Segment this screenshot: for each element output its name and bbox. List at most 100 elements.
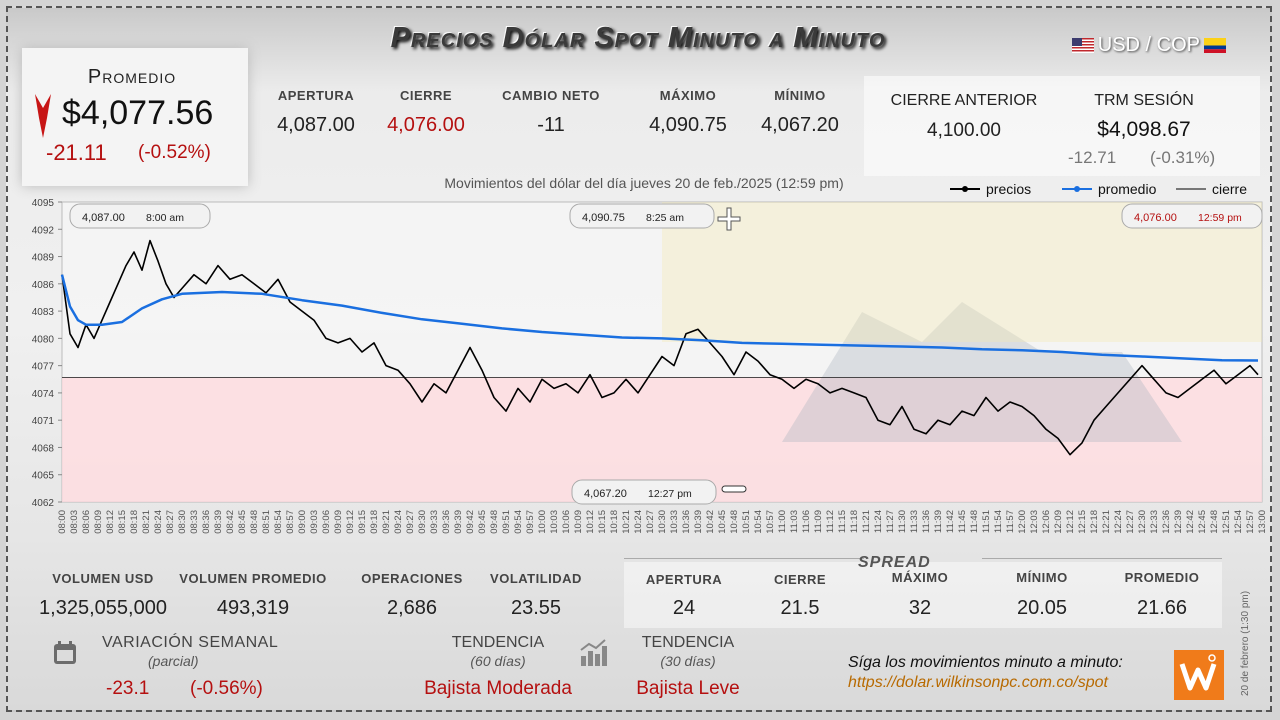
x-tick-label: 11:57 bbox=[1005, 510, 1016, 533]
variacion-label: VARIACIÓN SEMANAL bbox=[102, 634, 279, 651]
trm-change: -12.71 bbox=[1068, 148, 1117, 167]
x-tick-label: 09:24 bbox=[393, 510, 404, 534]
x-tick-label: 08:33 bbox=[189, 510, 200, 534]
x-tick-label: 11:45 bbox=[957, 510, 968, 533]
footer-text: Síga los movimientos minuto a minuto: bbox=[848, 654, 1123, 671]
stat-label: CAMBIO NETO bbox=[502, 88, 600, 103]
annotation-time: 8:00 am bbox=[146, 212, 184, 224]
x-tick-label: 09:03 bbox=[309, 510, 320, 534]
bottom-stat-label: VOLUMEN USD bbox=[52, 571, 154, 586]
calendar-icon bbox=[54, 641, 76, 664]
page-title: Precios Dólar Spot Minuto a Minuto bbox=[390, 22, 886, 54]
annotation-value: 4,090.75 bbox=[582, 212, 625, 224]
y-tick-label: 4077 bbox=[32, 362, 55, 373]
spread-value: 21.5 bbox=[780, 597, 820, 619]
y-tick-label: 4065 bbox=[32, 471, 55, 482]
x-tick-label: 09:39 bbox=[453, 510, 464, 534]
x-tick-label: 10:18 bbox=[609, 510, 620, 534]
stat-label: CIERRE bbox=[399, 88, 453, 103]
spread-panel bbox=[624, 562, 1222, 628]
x-tick-label: 09:57 bbox=[525, 510, 536, 534]
x-tick-label: 12:36 bbox=[1161, 510, 1172, 534]
spread-value: 32 bbox=[908, 597, 932, 619]
x-tick-label: 09:48 bbox=[489, 510, 500, 534]
stat-value: 4,067.20 bbox=[761, 114, 839, 136]
x-tick-label: 11:30 bbox=[897, 510, 908, 533]
x-tick-label: 10:45 bbox=[717, 510, 728, 534]
legend-label: cierre bbox=[1212, 181, 1247, 197]
series-promedio-line bbox=[60, 274, 1259, 362]
y-tick-label: 4071 bbox=[32, 416, 55, 427]
x-tick-label: 11:39 bbox=[933, 510, 944, 533]
x-tick-label: 12:06 bbox=[1041, 510, 1052, 534]
series-precios-line bbox=[61, 239, 1259, 456]
x-tick-label: 11:33 bbox=[909, 510, 920, 533]
x-tick-label: 10:39 bbox=[693, 510, 704, 534]
trm-value: $4,098.67 bbox=[1097, 118, 1191, 141]
promedio-box: Promedio $4,077.56 -21.11 (-0.52%) bbox=[22, 48, 248, 186]
x-tick-label: 09:27 bbox=[405, 510, 416, 534]
x-tick-label: 12:18 bbox=[1089, 510, 1100, 534]
x-tick-label: 09:00 bbox=[297, 510, 308, 534]
x-tick-label: 10:57 bbox=[765, 510, 776, 534]
x-tick-label: 10:09 bbox=[573, 510, 584, 534]
crosshair-shape bbox=[717, 207, 741, 231]
x-tick-label: 11:03 bbox=[789, 510, 800, 533]
bottom-stat-label: VOLATILIDAD bbox=[490, 571, 582, 586]
x-tick-label: 11:51 bbox=[981, 510, 992, 533]
bottom-stat-value: 2,686 bbox=[386, 597, 438, 619]
x-tick-label: 11:21 bbox=[861, 510, 872, 533]
crosshair-icon bbox=[717, 207, 741, 231]
x-tick-label: 11:12 bbox=[825, 510, 836, 533]
spread-label: MÁXIMO bbox=[891, 570, 949, 585]
stat-label: MÍNIMO bbox=[774, 88, 826, 103]
x-tick-label: 09:12 bbox=[345, 510, 356, 534]
x-tick-label: 09:36 bbox=[441, 510, 452, 534]
reference-panel: CIERRE ANTERIOR 4,100.00 TRM SESIÓN $4,0… bbox=[864, 76, 1260, 176]
x-tick-label: 10:33 bbox=[669, 510, 680, 534]
chart-subtitle: Movimientos del dólar del día jueves 20 … bbox=[444, 175, 843, 191]
x-tick-label: 08:24 bbox=[153, 510, 164, 534]
annotation-value: 4,067.20 bbox=[584, 488, 627, 500]
stat-value: 4,090.75 bbox=[649, 114, 727, 136]
x-tick-label: 11:36 bbox=[921, 510, 932, 533]
x-tick-label: 10:06 bbox=[561, 510, 572, 534]
stat-value: -11 bbox=[537, 114, 565, 136]
annotation-value: 4,076.00 bbox=[1134, 212, 1177, 224]
annotation-box bbox=[569, 203, 715, 229]
footer-url[interactable]: https://dolar.wilkinsonpc.com.co/spot bbox=[848, 674, 1108, 691]
x-tick-label: 10:03 bbox=[549, 510, 560, 534]
legend-marker bbox=[1074, 186, 1080, 192]
x-tick-label: 10:54 bbox=[753, 510, 764, 534]
x-tick-label: 10:48 bbox=[729, 510, 740, 534]
x-tick-label: 08:39 bbox=[213, 510, 224, 534]
tendencia60-sub: (60 días) bbox=[470, 653, 526, 669]
x-tick-label: 12:24 bbox=[1113, 510, 1124, 534]
x-tick-label: 11:18 bbox=[849, 510, 860, 533]
annotation-time: 8:25 am bbox=[646, 212, 684, 224]
tendencia30-sub: (30 días) bbox=[660, 653, 716, 669]
x-tick-label: 09:06 bbox=[321, 510, 332, 534]
cierre-anterior-label: CIERRE ANTERIOR bbox=[890, 92, 1038, 109]
x-tick-label: 09:54 bbox=[513, 510, 524, 534]
cierre-anterior-value: 4,100.00 bbox=[927, 120, 1001, 141]
spread-divider-right bbox=[982, 558, 1222, 559]
x-tick-label: 12:45 bbox=[1197, 510, 1208, 534]
x-tick-label: 08:42 bbox=[225, 510, 236, 534]
colombia-flag-icon bbox=[1204, 38, 1226, 54]
tendencia30-label: TENDENCIA bbox=[641, 634, 735, 651]
legend-label: promedio bbox=[1098, 181, 1157, 197]
x-tick-label: 08:27 bbox=[165, 510, 176, 534]
x-tick-label: 10:00 bbox=[537, 510, 548, 534]
x-tick-label: 10:51 bbox=[741, 510, 752, 534]
x-tick-label: 08:54 bbox=[273, 510, 284, 534]
y-tick-label: 4074 bbox=[32, 389, 55, 400]
x-tick-label: 08:00 bbox=[57, 510, 68, 534]
x-tick-label: 12:12 bbox=[1065, 510, 1076, 534]
x-tick-label: 10:36 bbox=[681, 510, 692, 534]
x-tick-label: 11:24 bbox=[873, 510, 884, 533]
footer-vertical-date: 20 de febrero (1:30 pm) bbox=[1240, 590, 1251, 696]
x-tick-label: 09:45 bbox=[477, 510, 488, 534]
wpc-logo-icon[interactable] bbox=[1174, 650, 1224, 700]
down-arrow-icon bbox=[35, 94, 51, 138]
